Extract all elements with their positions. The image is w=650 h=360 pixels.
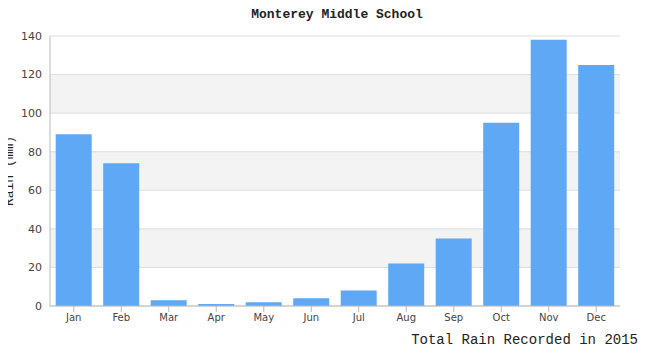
svg-text:20: 20	[28, 261, 42, 274]
svg-text:40: 40	[28, 223, 42, 236]
svg-text:Sep: Sep	[444, 312, 463, 323]
svg-text:Apr: Apr	[208, 312, 226, 323]
svg-text:60: 60	[28, 184, 42, 197]
svg-text:0: 0	[35, 300, 42, 313]
svg-text:120: 120	[21, 68, 42, 81]
svg-text:140: 140	[21, 30, 42, 43]
html-text:Monterey Middle School: Monterey Middle School	[251, 7, 423, 22]
svg-text:Jun: Jun	[302, 312, 319, 323]
html-text:Total Rain Recorded in 2015: Total Rain Recorded in 2015	[411, 332, 638, 348]
svg-text:Oct: Oct	[493, 312, 510, 323]
svg-text:May: May	[253, 312, 274, 323]
svg-text:Mar: Mar	[159, 312, 179, 323]
svg-text:Aug: Aug	[396, 312, 416, 323]
svg-text:Dec: Dec	[587, 312, 606, 323]
svg-text:80: 80	[28, 146, 42, 159]
svg-text:Nov: Nov	[539, 312, 559, 323]
svg-text:Jan: Jan	[65, 312, 81, 323]
svg-text:Rain (mm): Rain (mm)	[8, 136, 17, 206]
svg-text:Jul: Jul	[352, 312, 365, 323]
svg-text:100: 100	[21, 107, 42, 120]
svg-text:Feb: Feb	[112, 312, 130, 323]
